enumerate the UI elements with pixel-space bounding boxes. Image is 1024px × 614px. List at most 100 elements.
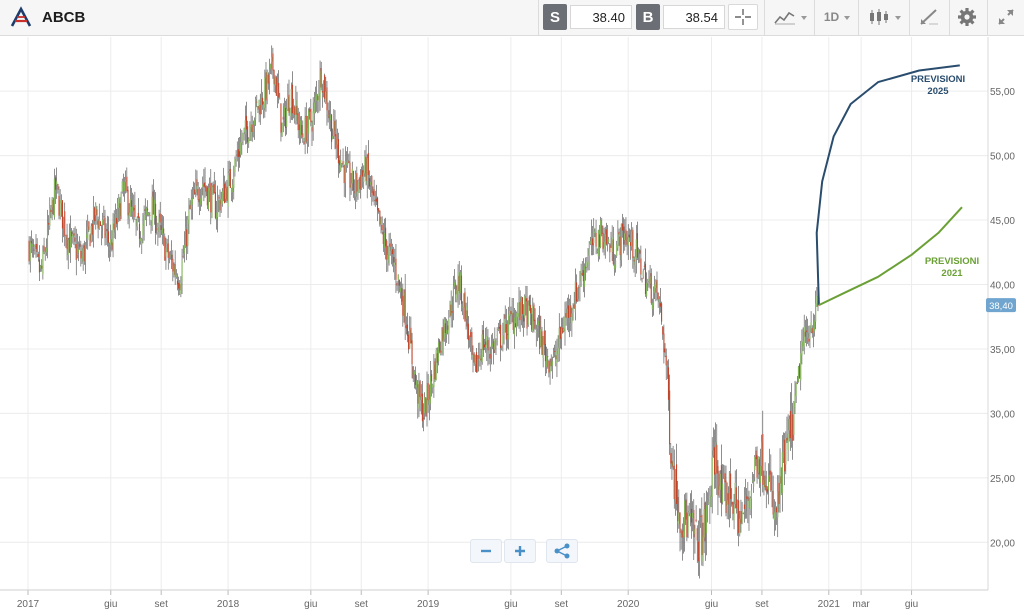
settings-button[interactable]	[953, 4, 981, 30]
price-chart[interactable]: 55,00 50,00 45,00 40,00 35,00 30,00 25,00 20,00…	[0, 36, 1024, 614]
timeframe-select[interactable]: 1D	[820, 4, 854, 30]
candle-body	[551, 361, 553, 366]
candle-body	[67, 239, 69, 256]
candle-body	[505, 324, 507, 340]
candle-body	[693, 509, 695, 538]
candle-body	[263, 103, 265, 111]
candle-body	[512, 312, 514, 330]
candle-body	[739, 518, 741, 535]
candle-body	[406, 324, 408, 336]
candle-body	[684, 500, 686, 538]
candle-body	[738, 500, 740, 534]
candle-body	[90, 226, 92, 241]
candle-body	[107, 231, 109, 243]
forecast-year: 2021	[941, 268, 963, 279]
candle-body	[776, 507, 778, 513]
sell-group[interactable]: S 38.40	[543, 4, 632, 30]
candle-body	[475, 352, 477, 373]
candle-body	[332, 136, 334, 140]
candle-body	[275, 77, 277, 96]
candle-body	[371, 176, 373, 193]
candle-body	[151, 196, 153, 226]
candle-body	[549, 362, 551, 374]
candle-body	[800, 353, 802, 381]
candle-body	[284, 108, 287, 129]
candle-body	[241, 141, 243, 144]
candle-body	[459, 272, 461, 294]
candle-body	[619, 236, 621, 256]
candle-body	[435, 350, 437, 380]
candle-body	[276, 85, 279, 95]
chart-area[interactable]: 55,00 50,00 45,00 40,00 35,00 30,00 25,00 20,00…	[0, 36, 1024, 614]
candle-body	[769, 470, 771, 475]
last-price-label: 38,40	[989, 301, 1013, 312]
candle-body	[665, 355, 667, 366]
candle-body	[41, 265, 43, 269]
candle-body	[360, 175, 362, 190]
candle-body	[502, 335, 504, 344]
buy-group[interactable]: B 38.54	[636, 4, 725, 30]
chart-type-button[interactable]	[770, 4, 810, 30]
candle-body	[736, 500, 739, 515]
candle-body	[89, 234, 91, 247]
candle-body	[183, 244, 185, 254]
sell-button[interactable]: S	[543, 4, 567, 30]
candle-body	[727, 493, 729, 505]
candle-body	[45, 247, 47, 253]
candle-body	[802, 341, 804, 347]
candle-body	[349, 162, 351, 188]
share-button[interactable]	[546, 539, 578, 563]
buy-button[interactable]: B	[636, 4, 660, 30]
candle-body	[234, 159, 236, 173]
candle-body	[740, 510, 742, 524]
candle-body	[670, 453, 672, 464]
candle-body	[255, 99, 257, 120]
candle-body	[261, 97, 264, 105]
candle-body	[233, 176, 235, 188]
candle-body	[617, 233, 619, 248]
candle-body	[35, 243, 37, 249]
y-tick-label: 35,00	[990, 345, 1015, 356]
candle-body	[244, 120, 246, 135]
zoom-out-button[interactable]	[470, 539, 502, 563]
fullscreen-button[interactable]	[993, 4, 1019, 30]
candle-body	[114, 214, 116, 233]
candle-body	[336, 139, 338, 145]
candle-body	[342, 161, 344, 165]
candle-body	[419, 381, 421, 398]
forecast-year: 2025	[927, 86, 949, 97]
candle-body	[319, 70, 321, 99]
candle-body	[458, 275, 460, 291]
candle-body	[226, 186, 228, 201]
x-tick-label: giu	[104, 599, 117, 610]
candle-body	[493, 341, 495, 354]
candle-body	[105, 233, 107, 236]
candle-body	[386, 240, 388, 260]
crosshair-button[interactable]	[728, 4, 758, 30]
candle-body	[790, 405, 793, 430]
candle-body	[367, 152, 369, 176]
candle-body	[692, 512, 694, 519]
draw-tool-button[interactable]	[914, 4, 944, 30]
candle-body	[593, 227, 595, 244]
candle-body	[317, 96, 319, 101]
candle-body	[690, 508, 693, 523]
candle-body	[420, 396, 422, 400]
candle-body	[351, 168, 353, 184]
candle-style-button[interactable]	[864, 4, 904, 30]
candle-body	[252, 126, 254, 137]
candle-body	[299, 120, 302, 136]
candle-body	[600, 220, 602, 248]
candle-body	[117, 203, 119, 220]
candle-body	[666, 364, 668, 366]
zoom-in-button[interactable]	[504, 539, 536, 563]
candle-body	[443, 319, 445, 339]
x-tick-label: giu	[304, 599, 317, 610]
candle-body	[767, 475, 770, 491]
candle-body	[555, 355, 557, 360]
candle-body	[159, 213, 161, 223]
candle-body	[358, 178, 360, 181]
candle-body	[164, 236, 166, 261]
candle-body	[96, 209, 98, 216]
candle-body	[456, 289, 458, 300]
